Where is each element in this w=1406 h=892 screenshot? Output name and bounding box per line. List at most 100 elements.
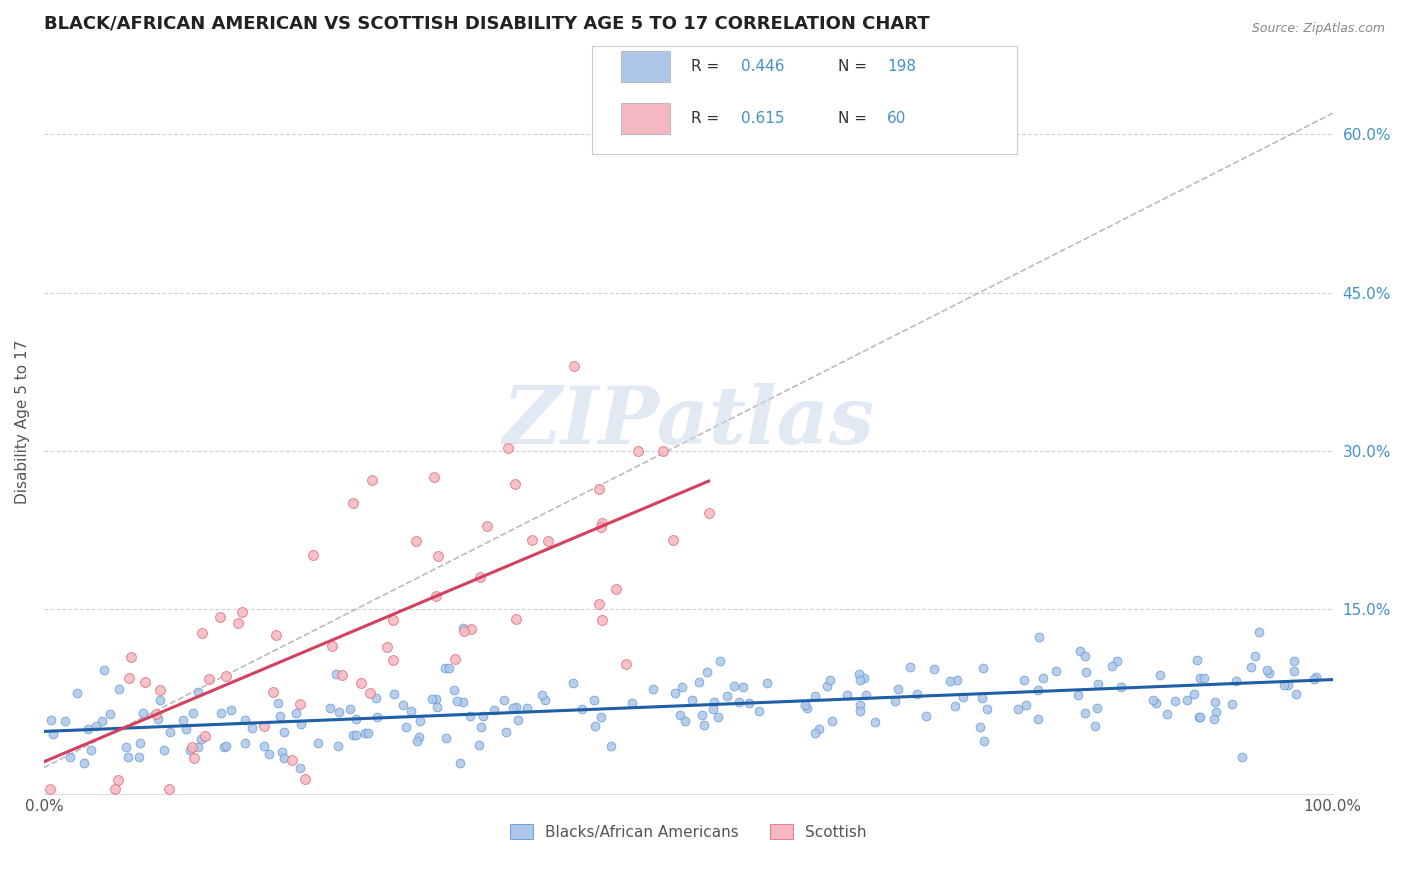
Point (349, 676, 371, 690)
Point (366, 691, 388, 706)
Point (571, 702, 593, 716)
Point (848, 666, 870, 681)
Point (294, 772, 316, 786)
Point (357, 726, 380, 740)
Point (1205, 705, 1227, 719)
Point (1188, 710, 1211, 724)
Point (1249, 624, 1271, 639)
Point (849, 704, 872, 718)
Y-axis label: Disability Age 5 to 17: Disability Age 5 to 17 (15, 340, 30, 504)
Point (733, 680, 755, 694)
Point (627, 444, 650, 458)
Point (821, 714, 844, 728)
Point (1032, 671, 1054, 685)
Point (264, 628, 287, 642)
Point (696, 665, 718, 680)
Point (319, 700, 342, 714)
Point (1204, 696, 1226, 710)
Point (1101, 658, 1123, 673)
Point (326, 739, 349, 753)
Point (181, 739, 204, 754)
Point (898, 660, 921, 674)
Point (849, 698, 872, 712)
Point (664, 686, 686, 700)
Point (1285, 687, 1308, 701)
Point (425, 692, 447, 706)
Point (706, 709, 728, 723)
Text: 0.615: 0.615 (741, 111, 785, 126)
Point (406, 733, 429, 747)
Point (1282, 654, 1305, 668)
Point (506, 713, 529, 727)
Point (344, 728, 367, 742)
Point (446, 694, 468, 708)
Point (973, 733, 995, 747)
Point (1202, 712, 1225, 726)
Point (42, 727, 65, 741)
Point (1230, 750, 1253, 764)
Point (153, 742, 176, 756)
Point (240, 721, 263, 735)
Point (561, 675, 583, 690)
Point (1026, 682, 1049, 697)
Point (39, 713, 62, 727)
Point (1087, 677, 1109, 691)
Point (1256, 663, 1278, 677)
Point (952, 690, 974, 705)
Point (605, 582, 627, 597)
Text: R =: R = (690, 111, 724, 126)
Point (444, 652, 467, 666)
Point (924, 662, 946, 676)
Point (460, 622, 482, 636)
Point (589, 709, 612, 723)
Point (38, 781, 60, 796)
Text: 60: 60 (887, 111, 907, 126)
Point (600, 739, 623, 753)
Point (114, 740, 136, 755)
Point (149, 693, 172, 707)
Point (914, 709, 936, 723)
Point (1282, 665, 1305, 679)
Text: BLACK/AFRICAN AMERICAN VS SCOTTISH DISABILITY AGE 5 TO 17 CORRELATION CHART: BLACK/AFRICAN AMERICAN VS SCOTTISH DISAB… (44, 15, 929, 33)
Point (589, 520, 612, 534)
Point (1305, 670, 1327, 684)
Point (703, 695, 725, 709)
Point (325, 667, 347, 681)
Point (1272, 678, 1295, 692)
Point (426, 549, 449, 564)
Point (1243, 649, 1265, 664)
Point (591, 516, 613, 530)
Point (1156, 707, 1178, 722)
Point (1144, 696, 1167, 710)
Point (818, 673, 841, 687)
Point (865, 714, 887, 729)
Point (671, 681, 693, 695)
Point (1194, 671, 1216, 685)
Point (748, 704, 770, 718)
Point (405, 533, 427, 548)
Point (1177, 693, 1199, 707)
Point (233, 737, 256, 751)
Point (537, 533, 560, 548)
Point (652, 444, 675, 458)
Point (583, 719, 606, 733)
Point (1189, 671, 1212, 685)
Text: 198: 198 (887, 59, 915, 74)
Point (425, 700, 447, 714)
Point (804, 689, 827, 703)
Point (883, 694, 905, 708)
Point (849, 673, 872, 687)
Point (392, 698, 415, 713)
Point (1074, 665, 1097, 680)
Point (905, 687, 928, 701)
Point (233, 713, 256, 727)
Point (690, 708, 713, 723)
Point (1187, 652, 1209, 666)
Point (361, 473, 384, 487)
Point (120, 649, 142, 664)
Point (59, 750, 82, 764)
Point (737, 696, 759, 710)
Point (408, 730, 430, 744)
Point (93, 663, 115, 677)
Point (208, 609, 231, 624)
